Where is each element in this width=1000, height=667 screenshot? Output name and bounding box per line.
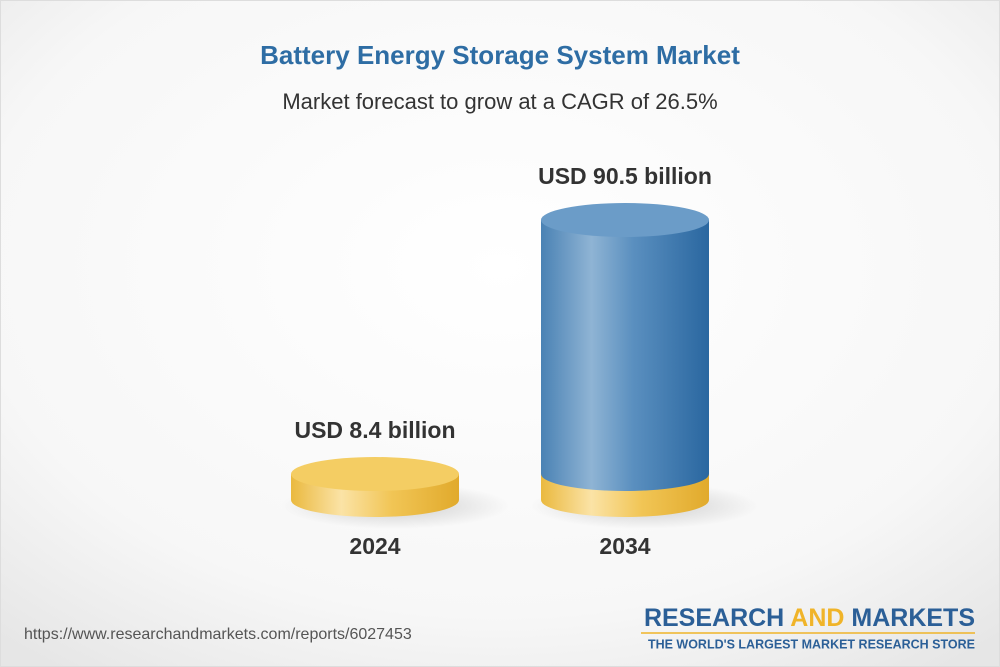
cylinder-body — [541, 220, 709, 492]
plot: USD 8.4 billion 2024 USD 90.5 billion 2034 — [281, 163, 759, 559]
value-label: USD 90.5 billion — [538, 163, 712, 189]
brand-name: RESEARCH AND MARKETS — [644, 604, 975, 632]
cylinder — [291, 457, 459, 517]
brand-tagline: THE WORLD'S LARGEST MARKET RESEARCH STOR… — [648, 637, 975, 651]
cylinder — [541, 203, 709, 517]
chart-title: Battery Energy Storage System Market — [260, 40, 740, 70]
cylinder-top — [291, 457, 459, 492]
category-label: 2034 — [599, 533, 650, 559]
brand-word: AND — [790, 604, 844, 632]
brand-word: MARKETS — [851, 604, 975, 632]
source-url: https://www.researchandmarkets.com/repor… — [24, 626, 412, 643]
cylinder-top — [541, 203, 709, 237]
category-label: 2024 — [349, 533, 400, 559]
brand-word: RESEARCH — [644, 604, 784, 632]
value-label: USD 8.4 billion — [294, 417, 455, 443]
chart-subtitle: Market forecast to grow at a CAGR of 26.… — [282, 89, 717, 114]
